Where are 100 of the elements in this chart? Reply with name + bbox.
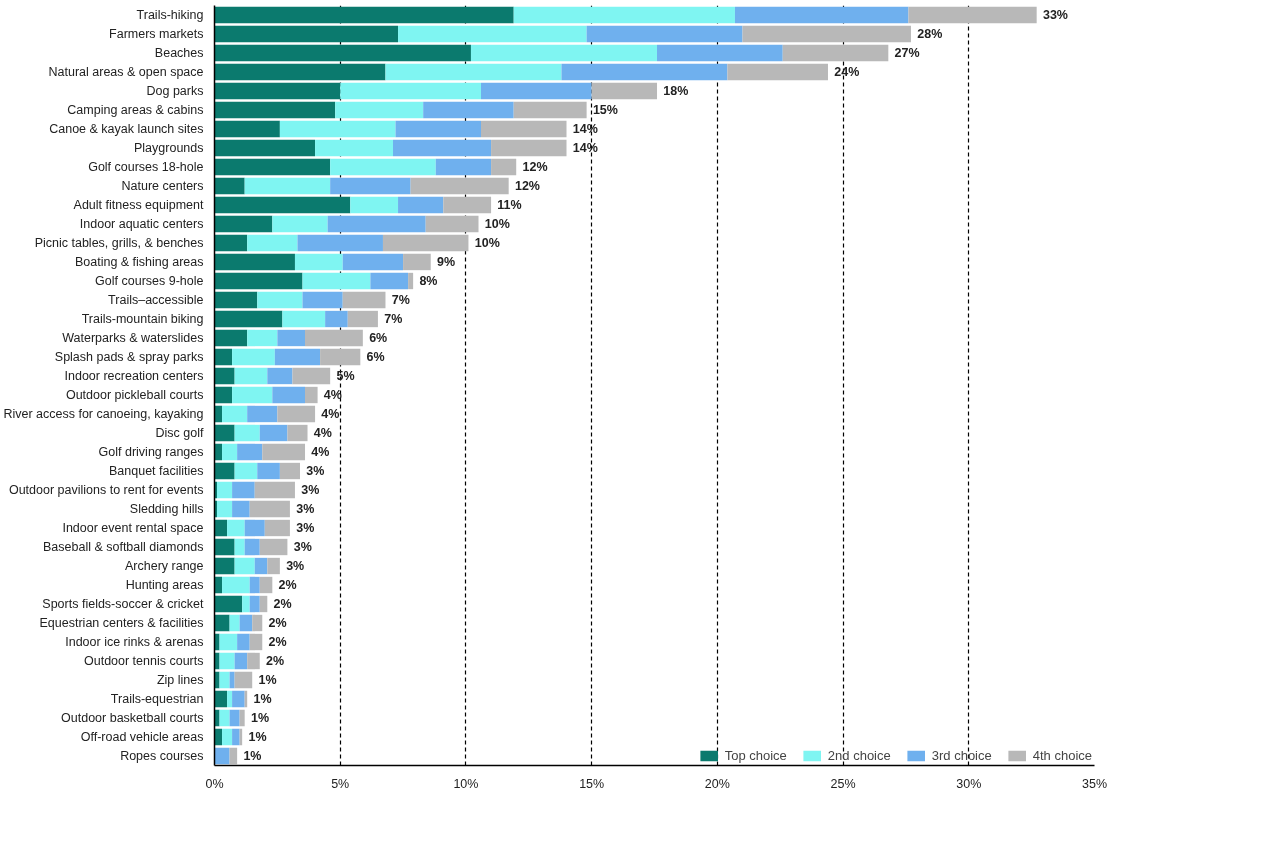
bar (586, 25, 743, 43)
bar (214, 63, 386, 81)
total-label: 33% (1042, 8, 1068, 22)
bar (229, 747, 238, 765)
bar (347, 310, 378, 328)
bar (385, 63, 562, 81)
bar (214, 576, 223, 594)
bar (734, 6, 909, 24)
y-tick-label: Canoe & kayak launch sites (49, 122, 204, 136)
y-tick-label: Golf driving ranges (98, 445, 204, 459)
bar (214, 310, 283, 328)
y-tick-label: Outdoor tennis courts (83, 654, 204, 668)
bar (239, 709, 245, 727)
y-tick-label: Golf courses 18-hole (88, 160, 204, 174)
bar (259, 576, 273, 594)
bar (272, 386, 306, 404)
bar (423, 101, 514, 119)
bar (234, 367, 268, 385)
bar (249, 633, 263, 651)
y-tick-label: Indoor aquatic centers (79, 217, 204, 231)
bar (232, 481, 255, 499)
y-tick-label: Disc golf (155, 426, 205, 440)
bar (330, 177, 411, 195)
bar (214, 44, 471, 62)
total-label: 5% (336, 369, 355, 383)
y-tick-label: Outdoor pavilions to rent for events (8, 483, 204, 497)
total-label: 8% (419, 274, 438, 288)
total-label: 12% (514, 179, 540, 193)
bar (222, 728, 233, 746)
x-tick-label: 20% (704, 776, 730, 791)
y-tick-label: River access for canoeing, kayaking (3, 407, 204, 421)
bar (254, 557, 268, 575)
total-label: 14% (572, 122, 598, 136)
y-tick-label: Picnic tables, grills, & benches (34, 236, 204, 250)
bar (242, 595, 250, 613)
bar (561, 63, 728, 81)
bar (247, 652, 260, 670)
total-label: 3% (296, 521, 315, 535)
bar (302, 272, 371, 290)
bar (470, 44, 658, 62)
x-tick-label: 5% (331, 776, 350, 791)
bar (398, 25, 587, 43)
y-tick-label: Equestrian centers & facilities (39, 616, 204, 630)
bar (330, 158, 436, 176)
legend-label: 3rd choice (931, 748, 992, 763)
bar (435, 158, 492, 176)
bar (219, 671, 230, 689)
bar (370, 272, 409, 290)
bar (305, 386, 318, 404)
bar (305, 329, 363, 347)
bar (272, 215, 328, 233)
bar (297, 234, 383, 252)
bar (244, 519, 265, 537)
bar (214, 367, 235, 385)
total-label: 1% (258, 673, 277, 687)
bar (257, 291, 303, 309)
bar (229, 671, 235, 689)
legend-label: 4th choice (1032, 748, 1092, 763)
bar (340, 82, 482, 100)
bar (320, 348, 361, 366)
bar (292, 367, 331, 385)
bar (214, 82, 341, 100)
legend-label: Top choice (724, 748, 787, 763)
bar (232, 348, 275, 366)
y-tick-label: Trails-hiking (136, 8, 204, 22)
bar (214, 443, 223, 461)
bar (214, 120, 280, 138)
bar (214, 272, 303, 290)
total-label: 15% (592, 103, 618, 117)
y-tick-label: Splash pads & spray parks (54, 350, 204, 364)
bar (257, 462, 280, 480)
y-tick-label: Nature centers (121, 179, 204, 193)
bar (214, 671, 220, 689)
bar (214, 253, 295, 271)
bar (395, 120, 482, 138)
total-label: 2% (278, 578, 297, 592)
bar (219, 709, 230, 727)
bar (214, 462, 235, 480)
y-tick-label: Dog parks (146, 84, 204, 98)
y-tick-label: Off-road vehicle areas (80, 730, 204, 744)
y-tick-label: Sledding hills (129, 502, 204, 516)
bar (219, 633, 238, 651)
bar (443, 196, 492, 214)
bar (398, 196, 444, 214)
bar (217, 481, 233, 499)
bar (232, 690, 245, 708)
total-label: 1% (248, 730, 267, 744)
bar (408, 272, 414, 290)
total-label: 4% (313, 426, 332, 440)
bar (222, 405, 248, 423)
bar (214, 709, 220, 727)
bar (742, 25, 911, 43)
total-label: 3% (293, 540, 312, 554)
bar (219, 652, 235, 670)
y-tick-label: Adult fitness equipment (73, 198, 205, 212)
bar (259, 595, 268, 613)
total-label: 11% (497, 198, 522, 212)
bar (335, 101, 424, 119)
total-label: 4% (311, 445, 330, 459)
bar (229, 709, 240, 727)
